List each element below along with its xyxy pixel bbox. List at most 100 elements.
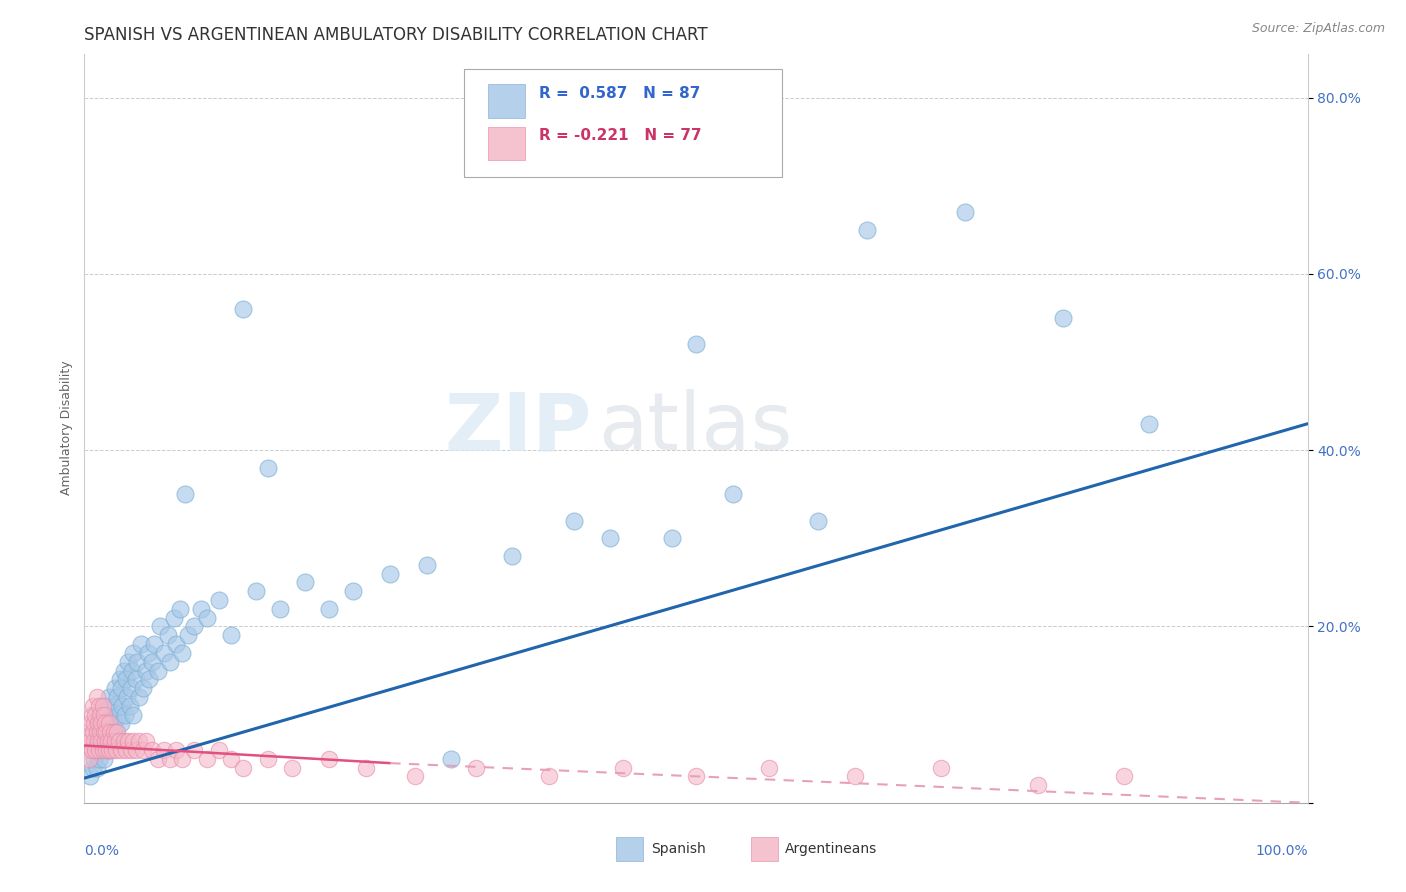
Point [354,760,377,774]
Point [94,734,117,748]
Point [172,646,194,660]
Point [110,681,132,696]
Point [76,743,98,757]
Point [87,716,110,731]
Point [84,743,107,757]
Point [146,664,169,678]
FancyBboxPatch shape [488,84,524,118]
Point [105,690,128,704]
Point [101,734,124,748]
Point [169,602,191,616]
Point [91,716,114,731]
Point [661,532,683,546]
Point [464,760,486,774]
Point [208,593,231,607]
Text: ZIP: ZIP [444,389,592,467]
Point [90,716,112,731]
Point [132,681,155,696]
Point [125,743,148,757]
Point [146,752,169,766]
Point [120,743,142,757]
Point [86,690,108,704]
Point [84,743,107,757]
Point [232,760,254,774]
Point [685,769,707,783]
Point [82,698,104,713]
Point [77,725,100,739]
Point [83,752,105,766]
Point [97,716,120,731]
Point [94,707,117,722]
Point [89,707,111,722]
Point [318,752,340,766]
Point [105,725,128,739]
Point [117,734,139,748]
Point [219,628,242,642]
Point [440,752,463,766]
Point [105,743,128,757]
Point [685,337,707,351]
Text: Source: ZipAtlas.com: Source: ZipAtlas.com [1251,22,1385,36]
Point [108,673,131,687]
Point [294,575,316,590]
Point [90,734,112,748]
FancyBboxPatch shape [751,838,778,862]
Point [195,752,218,766]
Point [87,752,110,766]
Point [107,734,129,748]
Point [93,707,115,722]
Point [117,655,139,669]
Point [149,619,172,633]
Point [165,637,187,651]
Point [190,602,212,616]
Point [122,734,145,748]
Point [807,514,830,528]
Point [100,734,122,748]
Point [1028,778,1050,792]
Point [125,655,148,669]
Point [96,725,118,739]
Point [97,743,120,757]
Point [177,628,200,642]
Point [612,760,634,774]
Point [404,769,426,783]
Point [153,646,176,660]
Point [80,743,103,757]
Point [93,725,115,739]
Point [110,716,132,731]
Point [159,752,181,766]
Point [125,673,148,687]
Point [91,734,114,748]
Point [84,707,107,722]
Point [135,734,157,748]
Point [342,584,364,599]
Point [929,760,952,774]
Point [87,698,110,713]
Point [128,690,150,704]
Point [91,698,114,713]
Point [195,610,218,624]
Point [172,752,194,766]
Point [112,664,135,678]
Point [219,752,242,766]
Point [245,584,267,599]
Point [104,698,127,713]
Point [83,716,105,731]
Point [87,734,110,748]
Point [138,673,160,687]
Point [153,743,176,757]
Y-axis label: Ambulatory Disability: Ambulatory Disability [60,361,73,495]
Point [599,532,621,546]
Point [1114,769,1136,783]
Point [90,743,112,757]
Point [143,637,166,651]
Point [104,734,127,748]
Point [318,602,340,616]
Text: SPANISH VS ARGENTINEAN AMBULATORY DISABILITY CORRELATION CHART: SPANISH VS ARGENTINEAN AMBULATORY DISABI… [84,26,709,44]
Point [183,743,205,757]
Point [953,205,976,219]
Point [107,707,129,722]
Text: Argentineans: Argentineans [786,842,877,856]
Point [87,734,110,748]
Point [97,743,120,757]
